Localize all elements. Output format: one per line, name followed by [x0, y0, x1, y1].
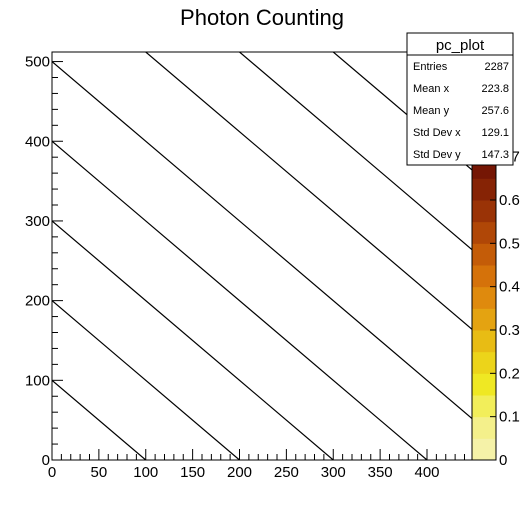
contour-line-3 — [52, 220, 334, 460]
palette-band — [472, 200, 496, 223]
y-tick-label: 400 — [25, 133, 50, 150]
contour-line-7 — [239, 52, 472, 251]
palette-tick-label: 0.1 — [499, 409, 520, 426]
x-tick-label: 250 — [274, 464, 299, 481]
x-tick-label: 200 — [227, 464, 252, 481]
stats-row-value: 223.8 — [481, 83, 509, 95]
palette-band — [472, 395, 496, 418]
contour-line-2 — [52, 300, 240, 460]
stats-box: pc_plot Entries 2287 Mean x 223.8 Mean y 257.6… — [406, 32, 514, 166]
plot-frame — [51, 51, 473, 461]
palette-band — [472, 351, 496, 374]
palette-band — [472, 373, 496, 396]
x-tick-label: 150 — [180, 464, 205, 481]
stats-row-label: Entries — [413, 61, 448, 73]
stats-row-value: 257.6 — [481, 105, 509, 117]
stats-row-label: Std Dev y — [413, 149, 461, 161]
stats-row-label: Mean x — [413, 83, 450, 95]
palette-band — [472, 221, 496, 244]
y-tick-label: 200 — [25, 293, 50, 310]
chart-title: Photon Counting — [180, 5, 344, 30]
stats-row-value: 129.1 — [481, 127, 509, 139]
palette-band — [472, 265, 496, 288]
stats-row-label: Mean y — [413, 105, 450, 117]
x-tick-label: 50 — [91, 464, 108, 481]
palette-band — [472, 286, 496, 309]
y-tick-label: 0 — [42, 452, 50, 469]
palette-tick-label: 0 — [499, 452, 507, 469]
palette-band — [472, 308, 496, 331]
palette-tick-label: 0.6 — [499, 192, 520, 209]
contour-line-1 — [52, 379, 147, 460]
x-tick-label: 0 — [48, 464, 56, 481]
contour-line-5 — [52, 61, 472, 420]
y-tick-label: 100 — [25, 372, 50, 389]
y-tick-label: 500 — [25, 54, 50, 71]
palette-tick-label: 0.4 — [499, 279, 520, 296]
palette-tick-label: 0.2 — [499, 365, 520, 382]
palette-band — [472, 438, 496, 461]
contour-line-6 — [145, 52, 472, 330]
axes: 0 50 100 150 200 250 300 350 400 0 100 200 300 400 500 — [25, 54, 465, 481]
y-tick-label: 300 — [25, 213, 50, 230]
stats-row-value: 147.3 — [481, 149, 509, 161]
palette-band — [472, 178, 496, 201]
plot-area — [51, 51, 473, 461]
contour-line-4 — [52, 140, 428, 460]
stats-row-value: 2287 — [485, 61, 509, 73]
palette-tick-label: 0.5 — [499, 235, 520, 252]
palette-band — [472, 416, 496, 439]
palette-band — [472, 243, 496, 266]
stats-row-label: Std Dev x — [413, 127, 461, 139]
palette-tick-label: 0.3 — [499, 322, 520, 339]
x-tick-label: 350 — [368, 464, 393, 481]
stats-box-title: pc_plot — [436, 37, 485, 54]
palette-band — [472, 330, 496, 353]
x-tick-label: 400 — [414, 464, 439, 481]
x-tick-label: 300 — [321, 464, 346, 481]
x-tick-label: 100 — [133, 464, 158, 481]
